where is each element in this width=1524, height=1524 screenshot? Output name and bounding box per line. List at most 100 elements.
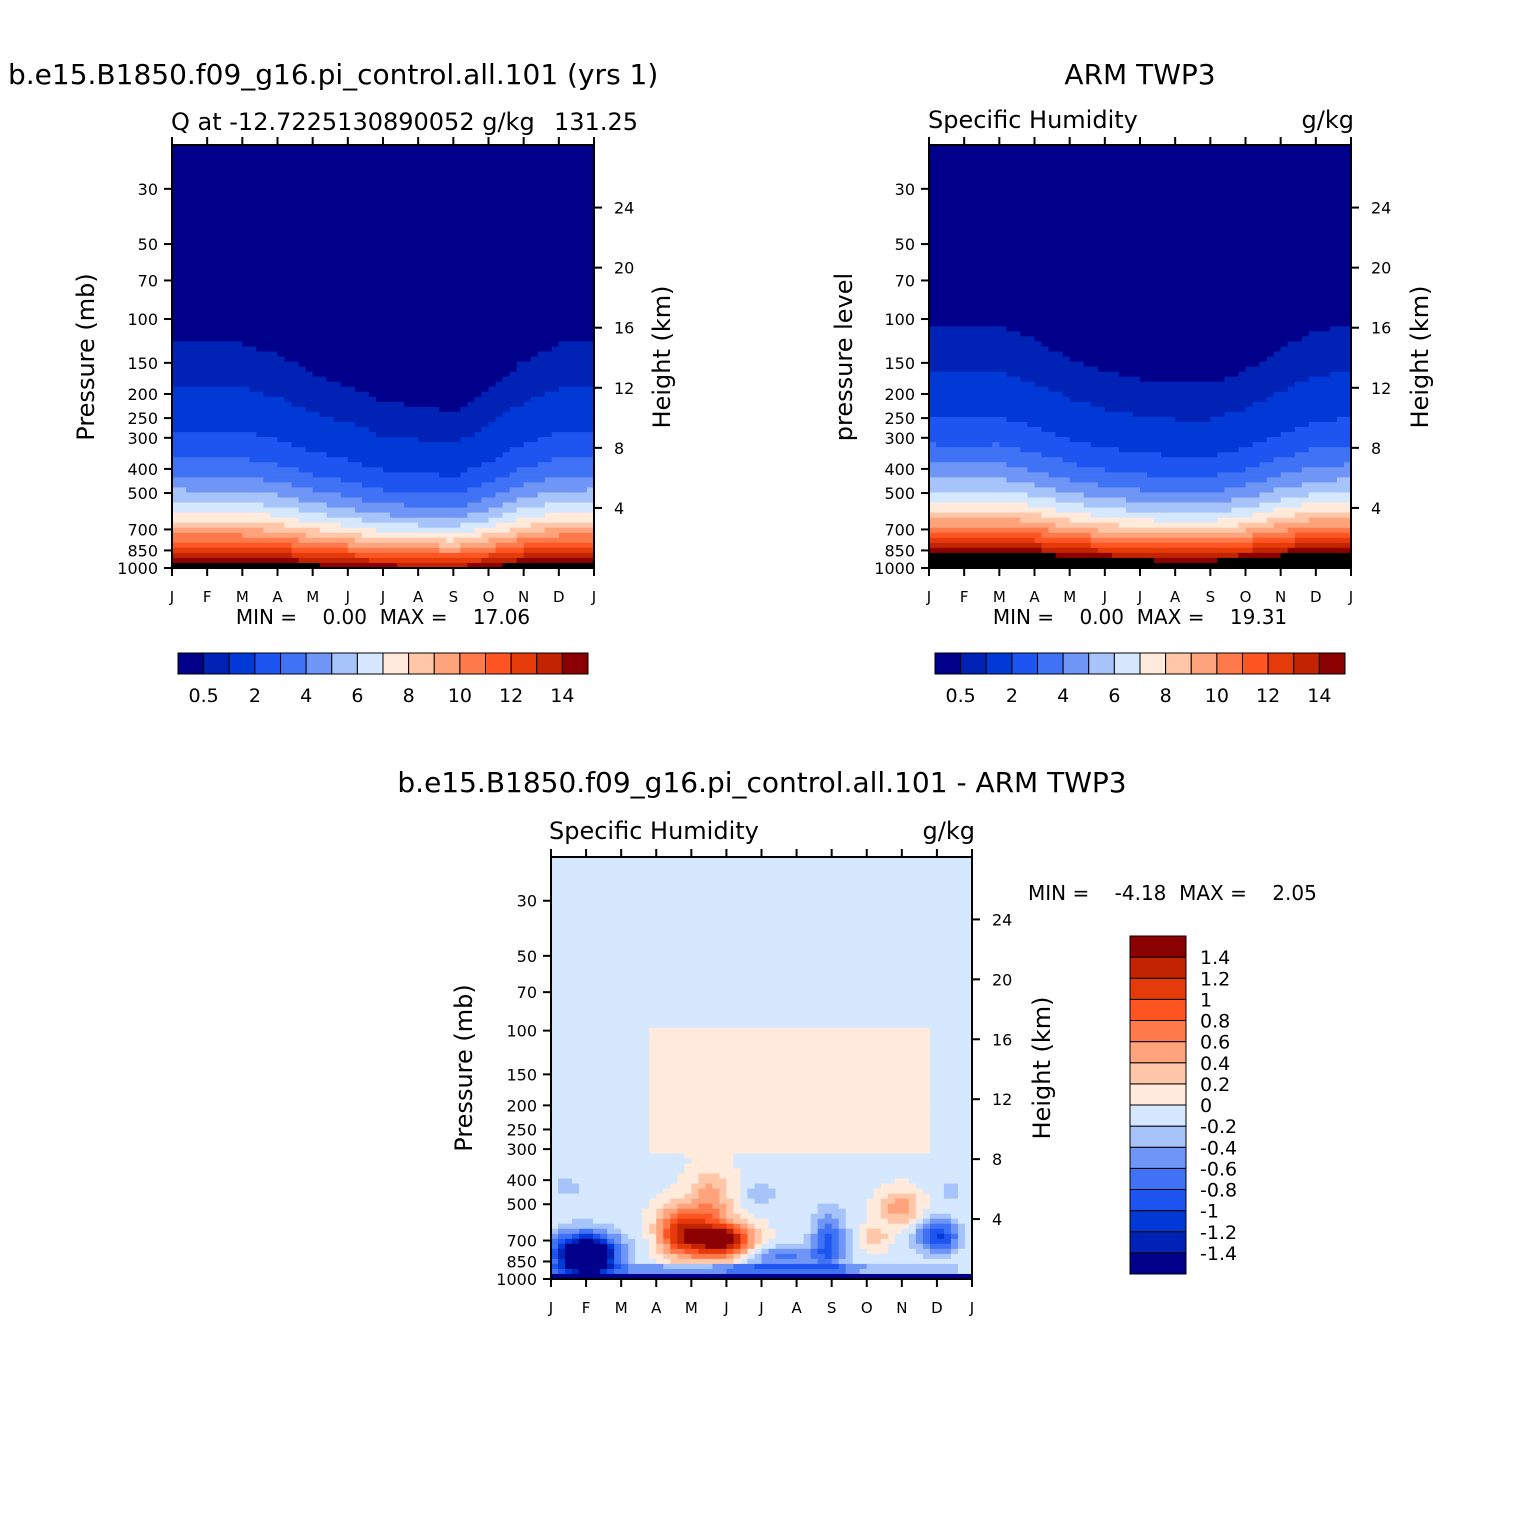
field-cell bbox=[326, 502, 405, 509]
field-cell bbox=[481, 532, 518, 539]
field-cell bbox=[761, 1248, 770, 1255]
field-cell bbox=[242, 532, 307, 539]
field-cell bbox=[929, 296, 1352, 302]
field-cell bbox=[852, 1228, 861, 1235]
field-cell bbox=[929, 1108, 973, 1114]
field-cell bbox=[558, 1248, 566, 1255]
field-cell bbox=[929, 432, 1057, 438]
field-cell bbox=[740, 1233, 749, 1240]
field-cell bbox=[817, 1233, 826, 1240]
field-cell bbox=[929, 557, 1155, 564]
field-cell bbox=[333, 416, 497, 423]
field-cell bbox=[642, 1233, 657, 1240]
field-cell bbox=[572, 1238, 580, 1245]
colorbar-box bbox=[1062, 652, 1090, 675]
field-cell bbox=[249, 457, 349, 463]
field-cell bbox=[1252, 512, 1296, 519]
field-cell bbox=[474, 432, 553, 438]
field-cell bbox=[929, 361, 1085, 368]
field-cell bbox=[1252, 537, 1296, 544]
field-cell bbox=[733, 1203, 742, 1210]
field-cell bbox=[481, 497, 518, 504]
field-cell bbox=[649, 1078, 931, 1084]
field-cell bbox=[754, 1248, 763, 1255]
field-cell bbox=[740, 1168, 973, 1175]
height-tick-label: 16 bbox=[614, 319, 634, 338]
field-cell bbox=[929, 1042, 973, 1049]
field-cell bbox=[824, 1243, 833, 1250]
field-cell bbox=[172, 527, 265, 534]
panel-diff-field bbox=[551, 857, 973, 1280]
field-cell bbox=[439, 406, 461, 413]
field-cell bbox=[551, 992, 973, 999]
field-cell bbox=[950, 1238, 959, 1245]
field-cell bbox=[957, 1263, 973, 1270]
field-cell bbox=[887, 1193, 917, 1200]
field-cell bbox=[929, 381, 1036, 388]
field-cell bbox=[1245, 467, 1303, 473]
field-cell bbox=[740, 1183, 756, 1190]
field-cell bbox=[509, 487, 588, 494]
field-cell bbox=[649, 1073, 931, 1079]
x-tick-label: J bbox=[723, 1299, 728, 1317]
field-cell bbox=[172, 180, 595, 186]
field-cell bbox=[817, 1238, 826, 1245]
field-cell bbox=[467, 512, 504, 519]
field-cell bbox=[859, 1228, 868, 1235]
field-cell bbox=[866, 1228, 882, 1235]
field-cell bbox=[347, 547, 440, 554]
field-cell bbox=[1090, 401, 1254, 408]
field-cell bbox=[754, 1228, 763, 1235]
colorbar-box bbox=[1088, 652, 1115, 675]
field-cell bbox=[817, 1258, 833, 1265]
colorbar-box bbox=[1139, 652, 1167, 675]
field-cell bbox=[922, 1223, 931, 1230]
field-cell bbox=[1294, 452, 1352, 458]
field-cell bbox=[950, 1233, 959, 1240]
field-cell bbox=[719, 1218, 728, 1225]
field-cell bbox=[488, 386, 560, 393]
field-cell bbox=[866, 1238, 882, 1245]
field-cell bbox=[551, 1123, 650, 1129]
field-cell bbox=[684, 1233, 735, 1240]
field-cell bbox=[1006, 416, 1176, 423]
field-cell bbox=[551, 1012, 973, 1019]
field-cell bbox=[1041, 542, 1092, 549]
field-cell bbox=[1329, 326, 1352, 332]
field-cell bbox=[551, 902, 973, 908]
field-cell bbox=[172, 411, 321, 418]
field-cell bbox=[298, 517, 363, 524]
field-cell bbox=[726, 1228, 735, 1235]
field-cell bbox=[929, 537, 1036, 544]
field-cell bbox=[747, 1228, 756, 1235]
field-cell bbox=[726, 1193, 742, 1200]
field-cell bbox=[551, 877, 973, 883]
field-cell bbox=[929, 301, 1352, 307]
field-cell bbox=[929, 376, 1022, 383]
field-cell bbox=[523, 482, 595, 489]
field-cell bbox=[859, 1243, 889, 1250]
field-cell bbox=[915, 1218, 924, 1225]
field-cell bbox=[270, 512, 328, 519]
field-cell bbox=[929, 411, 1134, 418]
field-cell bbox=[761, 1253, 777, 1260]
field-cell bbox=[298, 507, 356, 514]
field-cell bbox=[740, 1238, 749, 1245]
field-cell bbox=[1294, 512, 1352, 519]
x-tick-label: A bbox=[1029, 588, 1040, 606]
field-cell bbox=[593, 1233, 601, 1240]
field-cell bbox=[1140, 376, 1225, 383]
field-cell bbox=[172, 275, 595, 282]
colorbar-box bbox=[1129, 1104, 1187, 1127]
field-cell bbox=[705, 1218, 720, 1225]
field-cell bbox=[488, 507, 518, 514]
field-cell bbox=[256, 346, 553, 353]
field-cell bbox=[1217, 452, 1296, 458]
field-cell bbox=[733, 1208, 749, 1215]
field-cell bbox=[361, 532, 483, 539]
field-cell bbox=[677, 1173, 699, 1180]
field-cell bbox=[635, 1238, 650, 1245]
field-cell bbox=[929, 552, 1057, 559]
x-tick-label: N bbox=[518, 588, 529, 606]
field-cell bbox=[551, 1228, 559, 1235]
